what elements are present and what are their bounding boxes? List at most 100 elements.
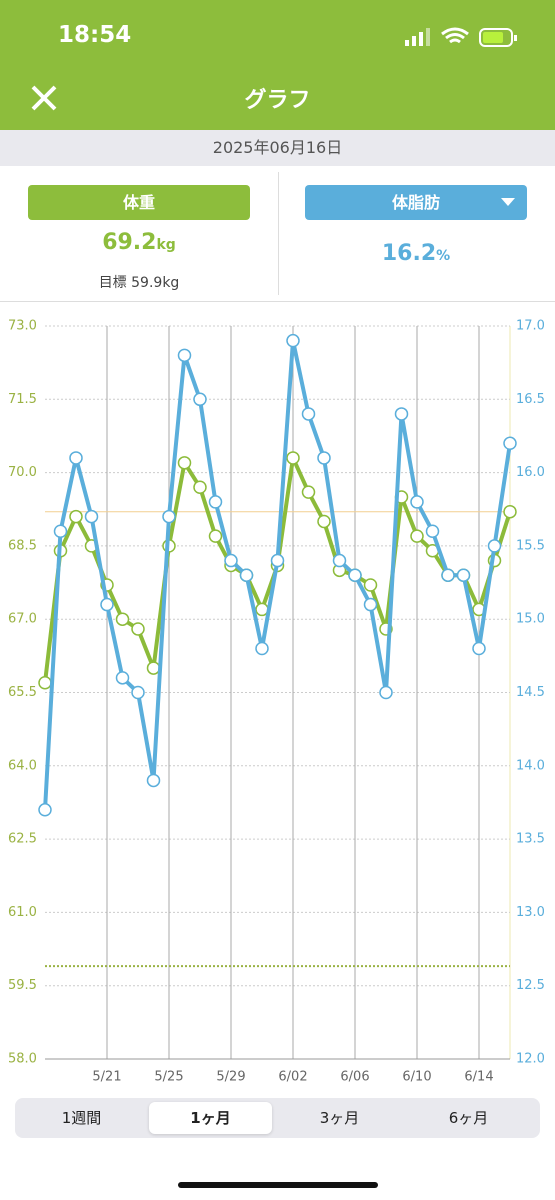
period-tab[interactable]: 1週間 [61,1109,102,1127]
point [146,773,161,788]
y-tick-label: 70.0 [8,465,37,480]
date: 2025年06月16日 [0,130,555,166]
point [301,407,316,421]
point [394,407,409,421]
weight-value: 69.2 [102,230,157,255]
y-tick-label: 61.0 [8,905,37,920]
y-tick-label: 58.0 [8,1052,37,1067]
point [208,529,223,543]
point [348,568,362,582]
point [239,568,254,582]
y2-tick-label: 13.0 [516,905,545,920]
weight-goal: 目標 59.9kg [28,272,250,292]
point [131,622,145,636]
point [38,675,52,690]
point [115,612,130,626]
y2-tick-label: 12.5 [516,978,545,993]
period-tab[interactable]: 3ヶ月 [319,1109,360,1127]
y2-tick-label: 12.0 [516,1052,545,1067]
point [301,485,316,499]
period-tab[interactable]: 1ヶ月 [149,1102,272,1134]
fat-button-label: 体脂肪 [391,193,440,212]
point [363,597,378,612]
weight-current: 69.2kg [28,230,250,255]
point [38,803,52,817]
point [69,451,83,465]
fat-unit: % [436,248,451,264]
home-indicator [178,1182,378,1188]
y2-tick-label: 13.5 [516,832,545,847]
x-tick-label: 5/29 [216,1070,245,1085]
point [379,685,393,700]
point [410,495,424,509]
y2-tick-label: 17.0 [516,319,545,334]
x-tick-label: 6/14 [464,1070,493,1085]
point [162,509,176,524]
separator [0,301,555,302]
period-tab[interactable]: 6ヶ月 [448,1109,489,1127]
point [146,661,161,675]
status-time: 18:54 [58,22,132,48]
y-tick-label: 62.5 [8,832,37,847]
weight-unit: kg [156,237,176,253]
fat-value: 16.2 [381,241,437,266]
y2-tick-label: 16.5 [516,392,545,407]
header: 18:54 グラフ [0,0,555,130]
y-tick-label: 71.5 [8,392,37,407]
y-tick-label: 64.0 [8,758,37,773]
point [193,392,207,407]
point [317,514,331,529]
x-tick-label: 6/06 [340,1070,369,1085]
point [456,568,471,582]
point [193,480,207,495]
chart: 58.0 59.5 61.0 62.5 64.0 65.5 67.0 68.5 70.0 71.5… [8,319,545,1085]
point [69,509,83,524]
goal-label: 目標 [98,275,127,291]
point [255,641,269,656]
close-button[interactable] [30,84,58,112]
y-tick-label: 68.5 [8,538,37,553]
x-tick-label: 6/02 [278,1070,307,1085]
point [131,685,145,700]
point [286,451,300,465]
point [177,456,192,470]
point [177,348,192,363]
point [487,539,502,553]
status-icons [405,27,517,47]
period-tabs: 1週間 1ヶ月 3ヶ月 6ヶ月 [15,1098,540,1138]
y-tick-label: 67.0 [8,612,37,627]
y2-tick-label: 15.0 [516,612,545,627]
page-title: グラフ [244,88,311,113]
point [363,578,378,592]
x-tick-label: 5/21 [92,1070,121,1085]
point [441,568,455,582]
weight-button[interactable]: 体重 [28,185,250,220]
point [472,641,486,656]
point [332,553,347,568]
y2-tick-label: 15.5 [516,538,545,553]
point [410,529,424,543]
point [84,509,99,524]
y2-tick-label: 16.0 [516,465,545,480]
point [503,504,517,519]
divider [278,172,279,295]
y2-tick-label: 14.5 [516,685,545,700]
y2-tick-label: 14.0 [516,758,545,773]
point [286,333,300,348]
goal-value: 59.9 [131,275,163,291]
point [53,524,68,538]
point [317,451,331,465]
point [100,597,114,612]
y-tick-label: 73.0 [8,319,37,334]
x-tick-label: 6/10 [402,1070,431,1085]
x-tick-label: 5/25 [154,1070,183,1085]
goal-unit: kg [162,275,180,291]
y-tick-label: 59.5 [8,978,37,993]
point [425,524,440,538]
point [224,553,238,568]
dropdown-icon [501,198,515,206]
point [208,495,223,509]
point [270,553,285,568]
fat-button[interactable]: 体脂肪 [305,185,527,220]
